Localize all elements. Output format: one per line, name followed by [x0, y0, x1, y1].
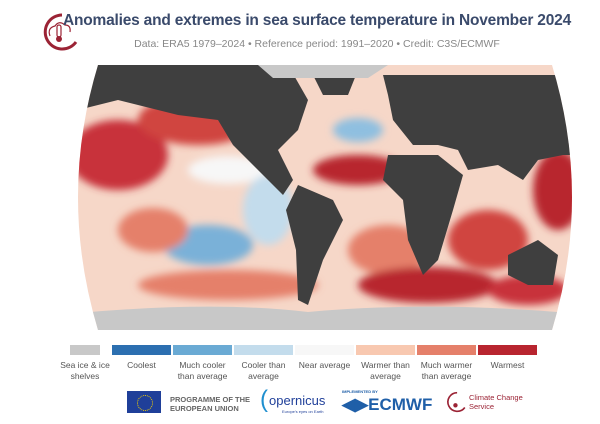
legend-label-much-cooler: Much cooler than average: [177, 360, 228, 381]
eu-programme-text: PROGRAMME OF THE EUROPEAN UNION: [170, 395, 250, 413]
c3s-thermometer-icon: [447, 391, 466, 413]
arctic-ice: [258, 65, 388, 78]
legend-label-warmest: Warmest: [490, 360, 525, 370]
eu-flag-logo: [127, 391, 161, 413]
legend-swatch-much-warmer: [417, 345, 476, 355]
legend-swatch-near-average: [295, 345, 354, 355]
legend-swatch-coolest: [112, 345, 171, 355]
c3s-thermometer-logo: [43, 13, 78, 51]
legend-label-much-warmer: Much warmer than average: [420, 360, 473, 381]
legend-label-coolest: Coolest: [127, 360, 156, 370]
copernicus-logo: ( opernicus Europe's eyes on Earth: [260, 386, 326, 414]
legend-swatch-cooler: [234, 345, 293, 355]
legend-swatch-warmer: [356, 345, 415, 355]
land-masses: [78, 65, 572, 305]
sst-anomaly-map: [78, 65, 572, 330]
legend-label-warmer: Warmer than average: [361, 360, 410, 381]
legend-label-near-average: Near average: [298, 360, 351, 370]
page-subtitle: Data: ERA5 1979–2024 • Reference period:…: [134, 38, 500, 50]
legend-swatch-warmest: [478, 345, 537, 355]
legend-label-cooler: Cooler than average: [241, 360, 286, 381]
ecmwf-logo: IMPLEMENTED BY ◀▶ECMWF: [342, 389, 433, 414]
legend-label-sea-ice: Sea ice & ice shelves: [60, 360, 110, 381]
antarctica-ice: [78, 306, 572, 330]
legend-swatch-much-cooler: [173, 345, 232, 355]
legend-swatch-sea-ice: [70, 345, 100, 355]
page-title: Anomalies and extremes in sea surface te…: [62, 12, 571, 29]
ecmwf-waves-icon: ◀▶: [342, 395, 369, 414]
copernicus-c-icon: (: [260, 386, 268, 413]
